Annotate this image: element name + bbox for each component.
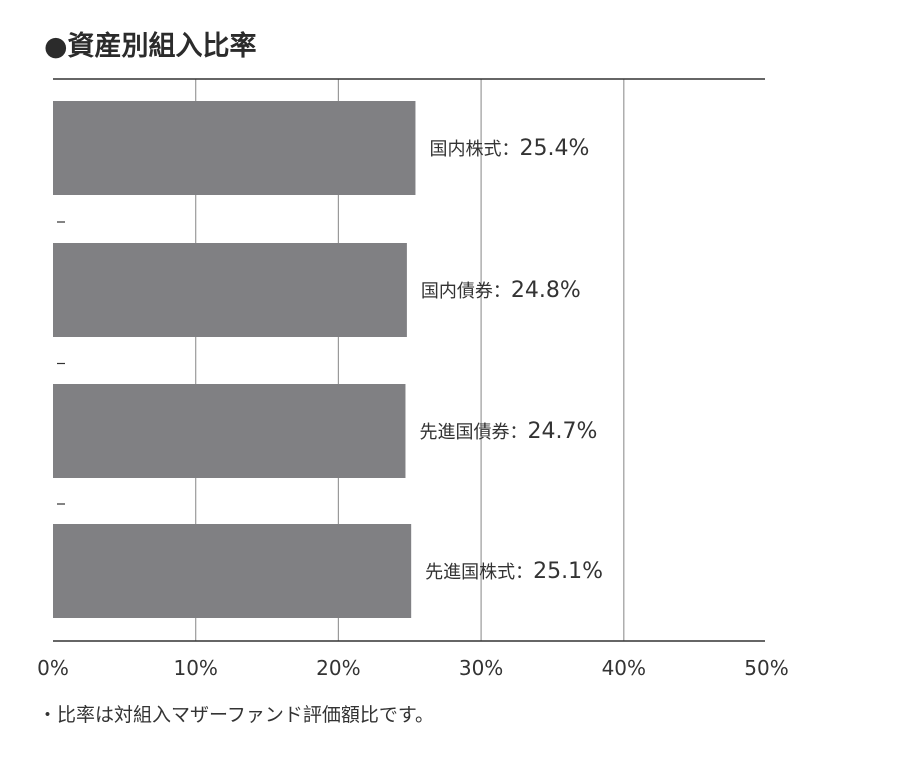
value-label: 25.1% — [533, 559, 603, 584]
bar-3 — [53, 384, 406, 478]
data-labels: 国内株式：25.4%国内債券：24.8%先進国債券：24.7%先進国株式：25.… — [419, 136, 603, 584]
x-tick-label-30: 30% — [459, 656, 503, 680]
x-tick-label-10: 10% — [173, 656, 217, 680]
data-label-4: 先進国株式：25.1% — [425, 559, 603, 584]
bars — [53, 101, 416, 618]
x-tick-label-40: 40% — [602, 656, 646, 680]
asset-allocation-bar-chart: 国内株式：25.4%国内債券：24.8%先進国債券：24.7%先進国株式：25.… — [37, 78, 789, 680]
x-tick-labels: 0% 10% 20% 30% 40% 50% — [37, 656, 789, 680]
chart-title: ●資産別組入比率 — [44, 31, 257, 62]
label-separator: ： — [501, 139, 519, 160]
category-label: 先進国債券 — [419, 422, 509, 443]
label-separator: ： — [493, 281, 511, 302]
data-label-3: 先進国債券：24.7% — [419, 419, 597, 444]
x-tick-label-50: 50% — [744, 656, 788, 680]
label-separator: ： — [515, 562, 533, 583]
value-label: 25.4% — [519, 136, 589, 161]
footnote: ・比率は対組入マザーファンド評価額比です。 — [38, 704, 434, 726]
bar-2 — [53, 243, 407, 337]
axes — [53, 78, 765, 642]
value-label: 24.7% — [527, 419, 597, 444]
bar-4 — [53, 524, 412, 618]
category-label: 国内債券 — [421, 281, 493, 302]
x-tick-label-0: 0% — [37, 656, 69, 680]
category-label: 先進国株式 — [425, 562, 515, 583]
data-label-1: 国内株式：25.4% — [429, 136, 589, 161]
bar-1 — [53, 101, 416, 195]
category-label: 国内株式 — [429, 139, 501, 160]
value-label: 24.8% — [511, 278, 581, 303]
label-separator: ： — [509, 422, 527, 443]
data-label-2: 国内債券：24.8% — [421, 278, 581, 303]
x-tick-label-20: 20% — [316, 656, 360, 680]
